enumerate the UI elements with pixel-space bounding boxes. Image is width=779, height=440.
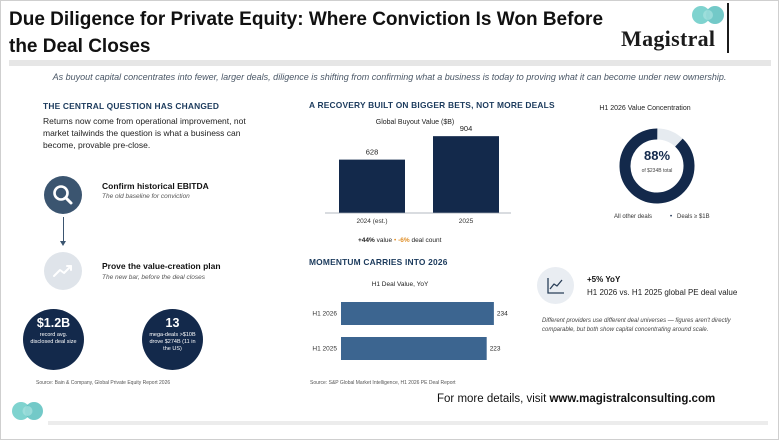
tick-label: 2025 xyxy=(459,218,474,225)
step-1-subtitle: The old baseline for conviction xyxy=(102,193,190,200)
line-chart-icon xyxy=(537,267,574,304)
footer-logo-circles-icon xyxy=(12,402,43,420)
logo-text: Magistral xyxy=(621,26,716,51)
trend-up-icon xyxy=(44,252,82,290)
section-heading-central-question: THE CENTRAL QUESTION HAS CHANGED xyxy=(43,101,220,111)
step-2-subtitle: The new bar, before the deal closes xyxy=(102,274,205,281)
section-heading-recovery: A RECOVERY BUILT ON BIGGER BETS, NOT MOR… xyxy=(309,100,555,110)
data-label: 904 xyxy=(460,124,473,133)
tick-label: H1 2026 xyxy=(312,311,337,318)
value-concentration-donut: 88% of $234B total xyxy=(619,128,695,204)
yoy-subtitle: H1 2026 vs. H1 2025 global PE deal value xyxy=(587,288,738,297)
tick-label: H1 2025 xyxy=(312,346,337,353)
footer-divider xyxy=(48,421,768,425)
stat-mega-deals-value: 13 xyxy=(165,316,180,330)
search-icon xyxy=(44,176,82,214)
kpi-summary: +44% value • -6% deal count xyxy=(358,237,441,244)
left-source: Source: Bain & Company, Global Private E… xyxy=(36,380,171,386)
section-heading-momentum: MOMENTUM CARRIES INTO 2026 xyxy=(309,257,448,267)
comparability-note: Different providers use different deal u… xyxy=(542,318,731,333)
data-label: 234 xyxy=(497,311,508,318)
data-label: 223 xyxy=(490,346,501,353)
bar xyxy=(339,159,405,213)
kpi-count-pct: -6% xyxy=(398,237,410,244)
h1-deal-value-chart: H1 Deal Value, YoY 234 H1 2026 223 H1 2025 xyxy=(312,281,508,360)
logo-circles-icon xyxy=(692,6,724,24)
footer-website-link[interactable]: www.magistralconsulting.com xyxy=(549,393,716,405)
logo-divider xyxy=(727,3,729,53)
donut-big-deals-slice xyxy=(619,128,695,204)
kpi-value-pct: +44% xyxy=(358,237,375,244)
kpi-separator: • xyxy=(393,237,397,244)
legend-big-deals: Deals ≥ $1B xyxy=(677,214,710,220)
central-question-text: Returns now come from operational improv… xyxy=(43,116,246,150)
step-2-title: Prove the value-creation plan xyxy=(102,261,221,271)
donut-subtitle: of $234B total xyxy=(642,168,673,174)
chart-title: H1 Deal Value, YoY xyxy=(372,281,429,288)
middle-source: Source: S&P Global Market Intelligence, … xyxy=(310,380,456,386)
page-subtitle: As buyout capital concentrates into fewe… xyxy=(52,72,727,82)
stat-avg-deal-size-value: $1.2B xyxy=(36,316,71,330)
bar xyxy=(433,136,499,213)
global-buyout-chart: Global Buyout Value ($B) 628 2024 (est.) 90… xyxy=(325,119,511,225)
stat-mega-deals: 13 mega-deals >$10B drove $274B (11 in t… xyxy=(142,309,203,370)
header-divider xyxy=(9,60,771,66)
kpi-value-label: value xyxy=(376,237,393,244)
step-1-title: Confirm historical EBITDA xyxy=(102,181,209,191)
data-label: 628 xyxy=(366,148,379,157)
bar xyxy=(341,337,487,360)
page-title: Due Diligence for Private Equity: Where … xyxy=(9,9,604,57)
kpi-count-label: deal count xyxy=(411,237,442,244)
tick-label: 2024 (est.) xyxy=(356,218,387,225)
footer-prefix: For more details, visit xyxy=(437,393,550,405)
bar xyxy=(341,302,494,325)
legend-bullet: • xyxy=(670,214,673,220)
footer-visit-text: For more details, visit www.magistralcon… xyxy=(437,393,715,405)
stat-mega-deals-label: mega-deals >$10B drove $274B (11 in the … xyxy=(149,332,196,352)
stat-avg-deal-size: $1.2B record avg. disclosed deal size xyxy=(23,309,84,370)
magistral-logo: Magistral xyxy=(619,3,731,55)
yoy-title: +5% YoY xyxy=(587,275,621,284)
stat-avg-deal-size-label: record avg. disclosed deal size xyxy=(30,332,77,345)
arrow-down-icon xyxy=(60,241,66,246)
donut-percent: 88% xyxy=(644,148,670,163)
step-connector xyxy=(63,217,64,243)
donut-title: H1 2026 Value Concentration xyxy=(599,105,691,112)
chart-title: Global Buyout Value ($B) xyxy=(376,119,454,126)
legend-other-deals: All other deals xyxy=(614,214,653,220)
